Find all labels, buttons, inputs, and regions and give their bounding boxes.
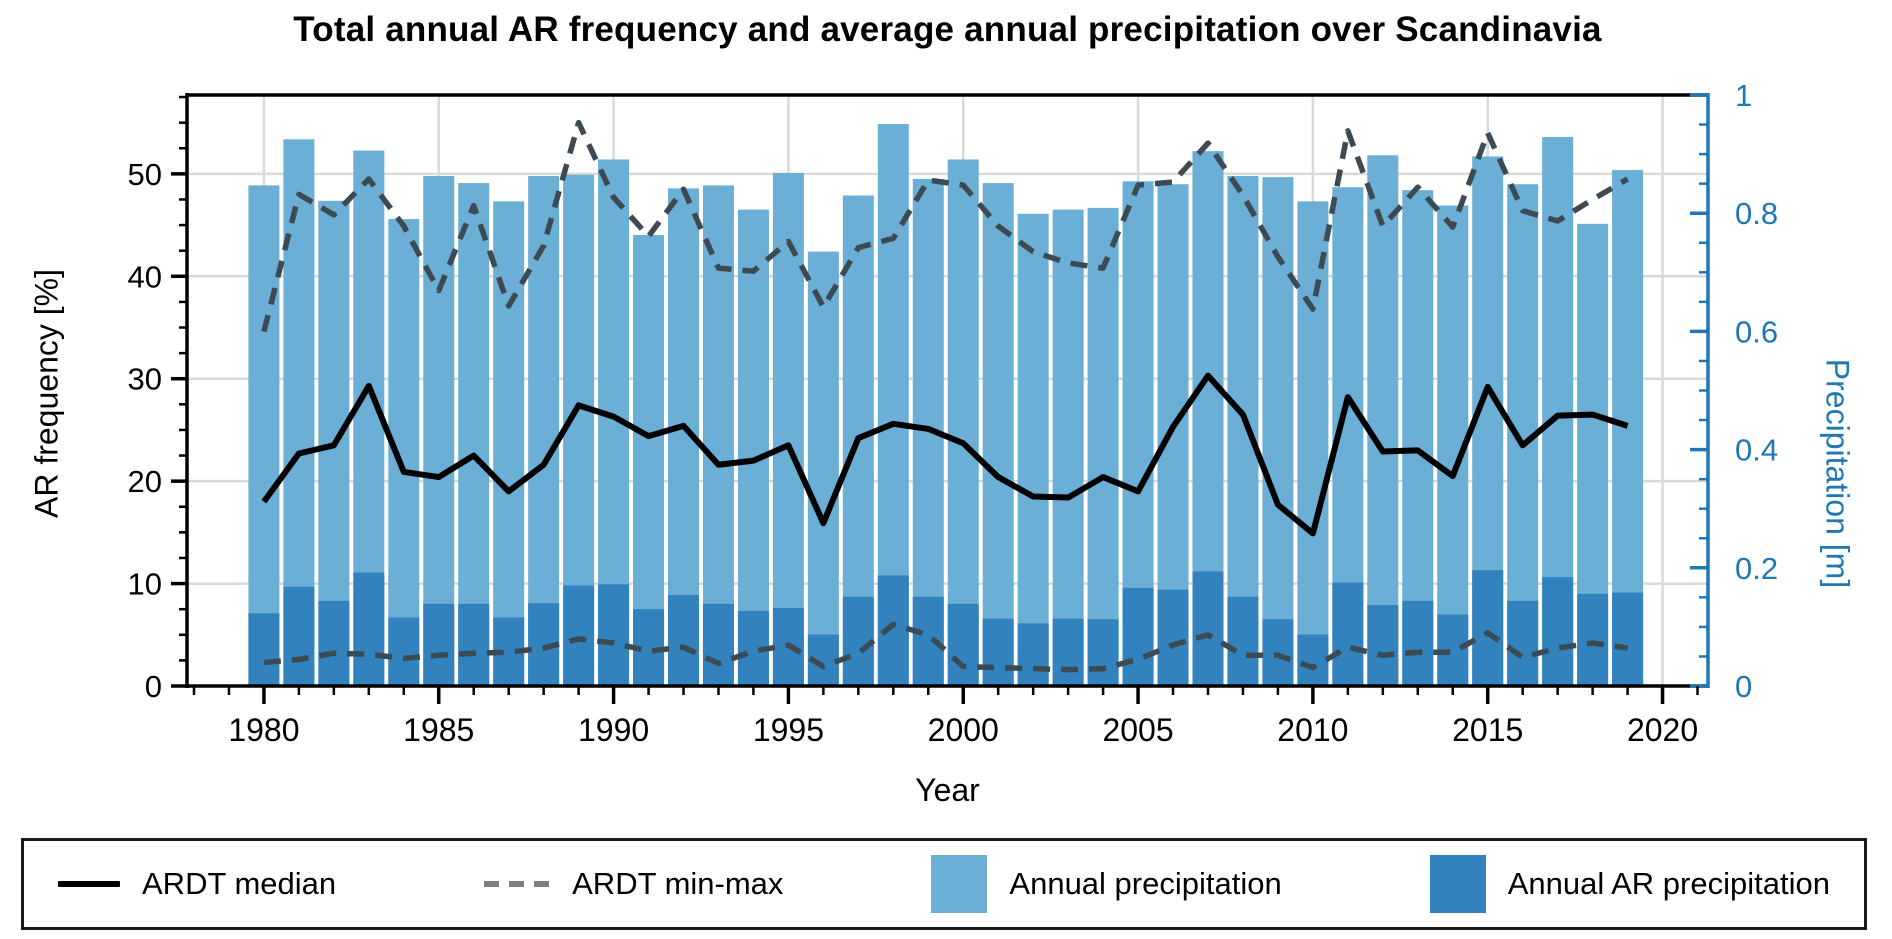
bar-annual-precipitation [528, 175, 560, 687]
bar-annual-ar-precipitation [1157, 589, 1189, 686]
right-tick-label: 0.2 [1735, 551, 1778, 586]
legend: ARDT median ARDT min-max Annual precipit… [21, 838, 1867, 930]
left-tick-label: 50 [128, 157, 162, 192]
bar-annual-ar-precipitation [1402, 600, 1434, 686]
bar-annual-precipitation [772, 173, 804, 687]
annual-ar-precipitation-bars [248, 570, 1644, 686]
x-tick-label: 2020 [1627, 712, 1698, 748]
bar-annual-precipitation [248, 185, 280, 686]
bar-annual-ar-precipitation [1192, 571, 1224, 686]
chart-title: Total annual AR frequency and average an… [293, 10, 1602, 49]
bar-annual-ar-precipitation [283, 586, 315, 686]
bar-annual-ar-precipitation [702, 603, 734, 686]
bar-annual-precipitation [947, 159, 979, 686]
ardt-median-line [261, 372, 1629, 537]
bar-annual-precipitation [807, 251, 839, 687]
left-tick-label: 0 [145, 669, 162, 704]
left-tick-label: 10 [128, 567, 162, 602]
legend-label: ARDT median [142, 866, 337, 901]
legend-label: ARDT min-max [572, 866, 784, 901]
x-tick-label: 1990 [578, 712, 649, 748]
bar-annual-precipitation [1087, 207, 1119, 687]
bar-annual-precipitation [1367, 155, 1399, 687]
bar-annual-ar-precipitation [248, 613, 280, 686]
x-tick-label: 2005 [1102, 712, 1173, 748]
right-tick-label: 1 [1735, 78, 1752, 113]
bar-annual-ar-precipitation [1122, 587, 1154, 686]
bar-annual-precipitation [493, 201, 525, 686]
bar-annual-precipitation [982, 183, 1014, 686]
right-tick-label: 0.8 [1735, 196, 1778, 231]
right-tick-label: 0.4 [1735, 433, 1778, 468]
x-tick-label: 1985 [403, 712, 474, 748]
x-tick-label: 2000 [928, 712, 999, 748]
left-tick-label: 20 [128, 464, 162, 499]
bar-annual-ar-precipitation [1612, 592, 1644, 686]
bar-annual-ar-precipitation [598, 584, 630, 686]
light-blue-swatch-icon [931, 855, 988, 913]
bar-annual-precipitation [1017, 213, 1049, 686]
bar-annual-precipitation [737, 209, 769, 687]
bar-annual-ar-precipitation [1227, 596, 1259, 686]
bar-annual-ar-precipitation [388, 617, 420, 686]
bar-annual-ar-precipitation [982, 618, 1014, 686]
dark-blue-swatch-icon [1429, 855, 1486, 913]
bar-annual-ar-precipitation [1332, 582, 1364, 686]
bar-annual-ar-precipitation [423, 603, 455, 686]
bar-annual-ar-precipitation [1472, 570, 1504, 686]
bar-annual-ar-precipitation [458, 603, 490, 686]
bar-annual-precipitation [1262, 177, 1294, 687]
left-tick-label: 40 [128, 259, 162, 294]
right-tick-label: 0 [1735, 669, 1752, 704]
x-tick-label: 2010 [1277, 712, 1348, 748]
bar-annual-ar-precipitation [1052, 618, 1084, 686]
right-tick-label: 0.6 [1735, 314, 1778, 349]
bar-annual-precipitation [458, 183, 490, 686]
x-tick-label: 2015 [1452, 712, 1523, 748]
dashed-line-icon [484, 881, 551, 887]
x-tick-label: 1980 [228, 712, 299, 748]
bar-annual-ar-precipitation [947, 603, 979, 686]
x-axis-label: Year [915, 772, 980, 808]
bar-annual-ar-precipitation [1507, 600, 1539, 686]
bar-annual-ar-precipitation [1017, 623, 1049, 686]
legend-item-annual-ar-precipitation: Annual AR precipitation [1429, 855, 1830, 913]
bar-annual-ar-precipitation [1367, 605, 1399, 686]
bar-annual-ar-precipitation [318, 600, 350, 686]
bar-annual-precipitation [1297, 201, 1329, 686]
bar-annual-ar-precipitation [1542, 577, 1574, 686]
ardt-min-line [263, 621, 1628, 673]
x-tick-label: 1995 [753, 712, 824, 748]
legend-label: Annual precipitation [1009, 866, 1282, 901]
legend-item-annual-precipitation: Annual precipitation [931, 855, 1282, 913]
left-tick-label: 30 [128, 362, 162, 397]
legend-item-ardt-median: ARDT median [58, 866, 336, 902]
bar-annual-precipitation [1052, 209, 1084, 687]
bar-annual-ar-precipitation [353, 572, 385, 686]
bar-annual-ar-precipitation [563, 585, 595, 686]
solid-line-icon [58, 881, 120, 887]
bar-annual-ar-precipitation [1297, 634, 1329, 686]
bar-annual-ar-precipitation [1577, 593, 1609, 686]
ardt-max-line [261, 119, 1629, 333]
legend-item-ardt-minmax: ARDT min-max [484, 866, 783, 902]
legend-label: Annual AR precipitation [1507, 866, 1830, 901]
bar-annual-ar-precipitation [1087, 619, 1119, 686]
bar-annual-ar-precipitation [668, 594, 700, 686]
